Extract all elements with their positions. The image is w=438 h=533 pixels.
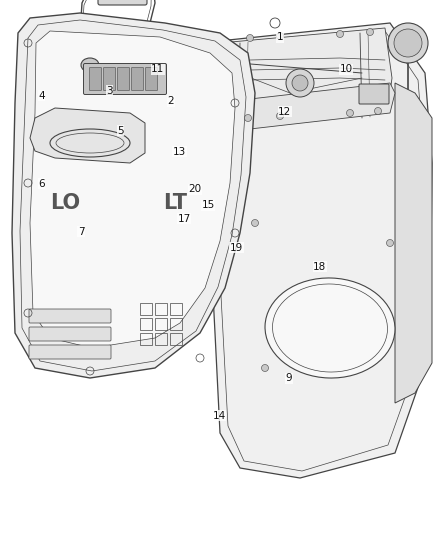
- Bar: [155, 318, 167, 330]
- FancyBboxPatch shape: [117, 68, 130, 91]
- Text: 2: 2: [167, 96, 174, 106]
- Text: 18: 18: [313, 262, 326, 271]
- Text: 19: 19: [230, 243, 243, 253]
- Circle shape: [386, 239, 393, 246]
- Text: 4: 4: [38, 91, 45, 101]
- Polygon shape: [12, 13, 255, 378]
- FancyBboxPatch shape: [84, 63, 166, 94]
- Text: 6: 6: [38, 179, 45, 189]
- FancyBboxPatch shape: [89, 68, 102, 91]
- Text: 10: 10: [339, 64, 353, 74]
- Circle shape: [346, 109, 353, 117]
- Text: 14: 14: [212, 411, 226, 421]
- Polygon shape: [215, 28, 392, 128]
- Circle shape: [276, 33, 283, 39]
- Bar: [140, 333, 152, 345]
- Text: 17: 17: [177, 214, 191, 223]
- Text: 20: 20: [188, 184, 201, 194]
- Bar: [155, 303, 167, 315]
- Circle shape: [286, 69, 314, 97]
- Bar: [140, 303, 152, 315]
- Ellipse shape: [265, 278, 395, 378]
- Ellipse shape: [81, 58, 99, 72]
- Bar: [140, 318, 152, 330]
- Circle shape: [388, 23, 428, 63]
- Circle shape: [251, 220, 258, 227]
- FancyBboxPatch shape: [359, 84, 389, 104]
- FancyBboxPatch shape: [103, 68, 116, 91]
- Text: LT: LT: [163, 193, 187, 213]
- FancyBboxPatch shape: [131, 68, 144, 91]
- Text: 3: 3: [106, 86, 113, 95]
- Polygon shape: [30, 31, 235, 348]
- Polygon shape: [200, 23, 432, 478]
- Circle shape: [261, 365, 268, 372]
- Circle shape: [374, 108, 381, 115]
- Text: 1: 1: [277, 33, 284, 42]
- FancyBboxPatch shape: [29, 309, 111, 323]
- Text: 15: 15: [201, 200, 215, 210]
- Circle shape: [276, 112, 283, 119]
- Bar: [155, 333, 167, 345]
- Circle shape: [247, 35, 254, 42]
- Polygon shape: [395, 83, 432, 403]
- Circle shape: [367, 28, 374, 36]
- Circle shape: [394, 29, 422, 57]
- Circle shape: [244, 115, 251, 122]
- Polygon shape: [30, 108, 145, 163]
- Text: 12: 12: [278, 107, 291, 117]
- Text: LO: LO: [50, 193, 80, 213]
- Text: 5: 5: [117, 126, 124, 135]
- Circle shape: [336, 30, 343, 37]
- FancyBboxPatch shape: [29, 345, 111, 359]
- Text: 13: 13: [173, 147, 186, 157]
- FancyBboxPatch shape: [98, 0, 147, 5]
- Bar: [170, 333, 182, 345]
- FancyBboxPatch shape: [29, 327, 111, 341]
- FancyBboxPatch shape: [145, 68, 158, 91]
- Polygon shape: [210, 83, 395, 133]
- Text: 11: 11: [151, 64, 164, 74]
- Text: 9: 9: [286, 374, 293, 383]
- Circle shape: [292, 75, 308, 91]
- Bar: [170, 303, 182, 315]
- Bar: [170, 318, 182, 330]
- Text: 7: 7: [78, 227, 85, 237]
